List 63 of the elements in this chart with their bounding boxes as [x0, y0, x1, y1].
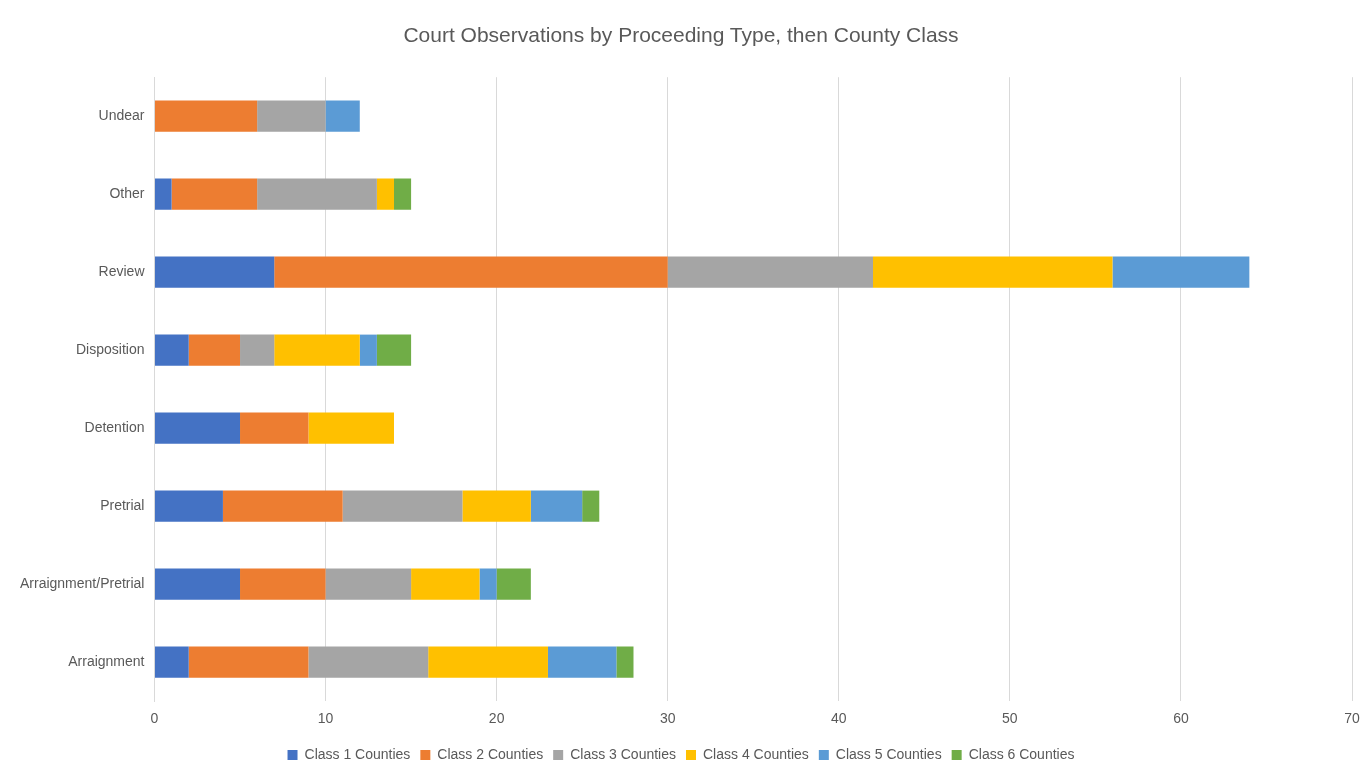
bar	[376, 334, 412, 366]
bar	[154, 646, 189, 678]
x-tick-label: 20	[488, 710, 505, 727]
x-tick-label: 0	[150, 710, 159, 727]
bar	[530, 490, 583, 522]
x-tick-label: 30	[659, 710, 676, 727]
y-tick-label: Detention	[84, 419, 145, 436]
bar	[393, 178, 412, 210]
legend-label: Class 4 Counties	[703, 745, 809, 762]
x-tick-label: 70	[1344, 710, 1360, 727]
y-tick-label: Other	[109, 185, 145, 202]
bar	[188, 646, 309, 678]
bar	[342, 490, 463, 522]
bar	[188, 334, 241, 366]
bar	[222, 490, 343, 522]
bar	[462, 490, 531, 522]
bar	[257, 100, 326, 132]
bar	[154, 568, 241, 600]
bar	[428, 646, 548, 678]
y-tick-label: Arraignment/Pretrial	[19, 575, 145, 592]
bar	[274, 334, 360, 366]
bar	[1112, 256, 1250, 288]
bar	[154, 334, 189, 366]
bar	[257, 178, 377, 210]
bar	[411, 568, 480, 600]
bar	[325, 568, 412, 600]
bar	[240, 568, 326, 600]
bar	[873, 256, 1113, 288]
chart-title: Court Observations by Proceeding Type, then County Class	[403, 23, 959, 47]
bar	[240, 334, 275, 366]
bar	[479, 568, 497, 600]
legend-label: Class 6 Counties	[968, 745, 1075, 762]
bar	[496, 568, 531, 600]
bar	[616, 646, 634, 678]
legend-label: Class 5 Counties	[835, 745, 942, 762]
bar	[667, 256, 873, 288]
y-tick-label: Undear	[98, 107, 145, 124]
x-tick-label: 10	[317, 710, 334, 727]
bar	[154, 100, 258, 132]
legend-label: Class 3 Counties	[570, 745, 676, 762]
bar	[308, 412, 394, 444]
y-tick-label: Disposition	[76, 341, 145, 358]
bar	[154, 256, 275, 288]
bar	[308, 646, 429, 678]
bar	[154, 412, 241, 444]
bar	[547, 646, 617, 678]
bar	[171, 178, 258, 210]
y-tick-label: Review	[98, 263, 146, 280]
legend-label: Class 2 Counties	[437, 745, 544, 762]
y-tick-label: Pretrial	[100, 497, 145, 514]
bar	[359, 334, 377, 366]
bar	[154, 490, 223, 522]
legend-label: Class 1 Counties	[304, 745, 411, 762]
bar	[582, 490, 600, 522]
bar	[376, 178, 394, 210]
y-tick-label: Arraignment	[68, 653, 145, 670]
x-tick-label: 50	[1002, 710, 1018, 727]
x-tick-label: 40	[830, 710, 847, 727]
bar	[154, 178, 172, 210]
bar	[325, 100, 360, 132]
x-tick-label: 60	[1173, 710, 1189, 727]
bar	[274, 256, 668, 288]
bar	[240, 412, 309, 444]
